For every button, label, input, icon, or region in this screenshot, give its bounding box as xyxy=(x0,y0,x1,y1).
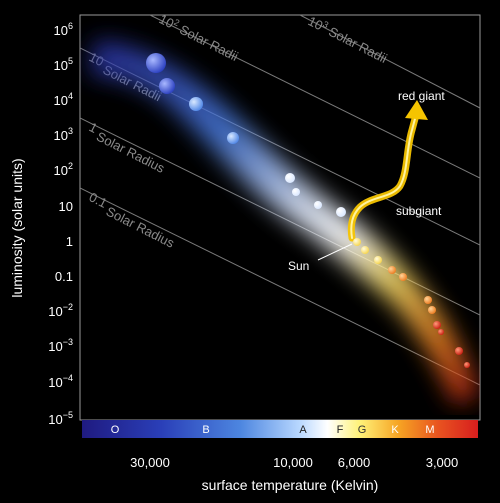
evolution-track xyxy=(347,100,428,242)
radius-line-100 xyxy=(149,15,480,179)
red-giant-label: red giant xyxy=(398,89,445,103)
radius-line-1000 xyxy=(299,15,480,109)
star-a-1 xyxy=(285,173,295,183)
y-tick-1e-5: 10−5 xyxy=(48,410,73,427)
star-b-2 xyxy=(227,132,239,144)
y-tick-1e-2: 10−2 xyxy=(48,302,73,319)
star-o-2 xyxy=(159,78,175,94)
main-sequence-glow xyxy=(90,40,478,405)
y-tick-1e3: 103 xyxy=(54,126,73,143)
star-a-3 xyxy=(314,201,322,209)
star-k-1 xyxy=(388,266,396,274)
y-tick-1e2: 102 xyxy=(54,161,73,178)
y-tick-1e-3: 10−3 xyxy=(48,337,73,354)
star-o-1 xyxy=(146,53,166,73)
y-axis-label: luminosity (solar units) xyxy=(9,158,25,297)
x-tick-6000: 6,000 xyxy=(338,455,371,470)
y-tick-10: 10 xyxy=(59,199,73,214)
radius-label-1: 1 Solar Radius xyxy=(84,119,170,176)
spectral-class-b: B xyxy=(202,424,209,436)
arrow-head-icon xyxy=(405,100,428,120)
sun-label: Sun xyxy=(288,259,309,273)
y-tick-1: 1 xyxy=(66,234,73,249)
star-m-4 xyxy=(464,362,470,368)
spectral-class-o: O xyxy=(111,424,120,436)
spectral-class-m: M xyxy=(425,424,434,436)
x-axis-ticks: 30,000 10,000 6,000 3,000 xyxy=(130,455,458,470)
stars xyxy=(146,53,470,368)
star-a-2 xyxy=(292,188,300,196)
star-k-2 xyxy=(399,273,407,281)
y-tick-0-1: 0.1 xyxy=(55,269,73,284)
radius-label-1000: 103 Solar Radii xyxy=(306,12,391,66)
x-tick-30000: 30,000 xyxy=(130,455,170,470)
radius-label-100: 102 Solar Radii xyxy=(157,10,242,64)
y-tick-1e5: 105 xyxy=(54,56,73,73)
y-axis-ticks: 106 105 104 103 102 10 1 0.1 10−2 10−3 1… xyxy=(48,21,73,427)
subgiant-label: subgiant xyxy=(396,204,442,218)
x-axis-label: surface temperature (Kelvin) xyxy=(202,477,379,493)
x-tick-3000: 3,000 xyxy=(426,455,459,470)
spectral-class-g: G xyxy=(358,424,367,436)
y-tick-1e6: 106 xyxy=(54,21,73,38)
star-m-3 xyxy=(455,347,463,355)
y-tick-1e-4: 10−4 xyxy=(48,373,73,390)
sun-pointer xyxy=(317,243,353,261)
star-g-2 xyxy=(374,256,382,264)
spectral-class-band xyxy=(82,420,478,438)
y-tick-1e4: 104 xyxy=(54,91,73,108)
star-g-1 xyxy=(361,246,369,254)
star-m-2 xyxy=(438,329,444,335)
star-k-4 xyxy=(428,306,436,314)
star-m-1 xyxy=(433,321,441,329)
spectral-class-a: A xyxy=(299,424,307,436)
spectral-class-labels: O B A F G K M xyxy=(111,424,435,436)
star-sun xyxy=(353,238,361,246)
radius-label-0-1: 0.1 Solar Radius xyxy=(84,189,179,251)
radius-line-0-1 xyxy=(80,187,480,386)
star-f-1 xyxy=(336,207,346,217)
spectral-class-k: K xyxy=(391,424,399,436)
x-tick-10000: 10,000 xyxy=(273,455,313,470)
spectral-class-f: F xyxy=(337,424,344,436)
star-b-1 xyxy=(189,97,203,111)
star-k-3 xyxy=(424,296,432,304)
